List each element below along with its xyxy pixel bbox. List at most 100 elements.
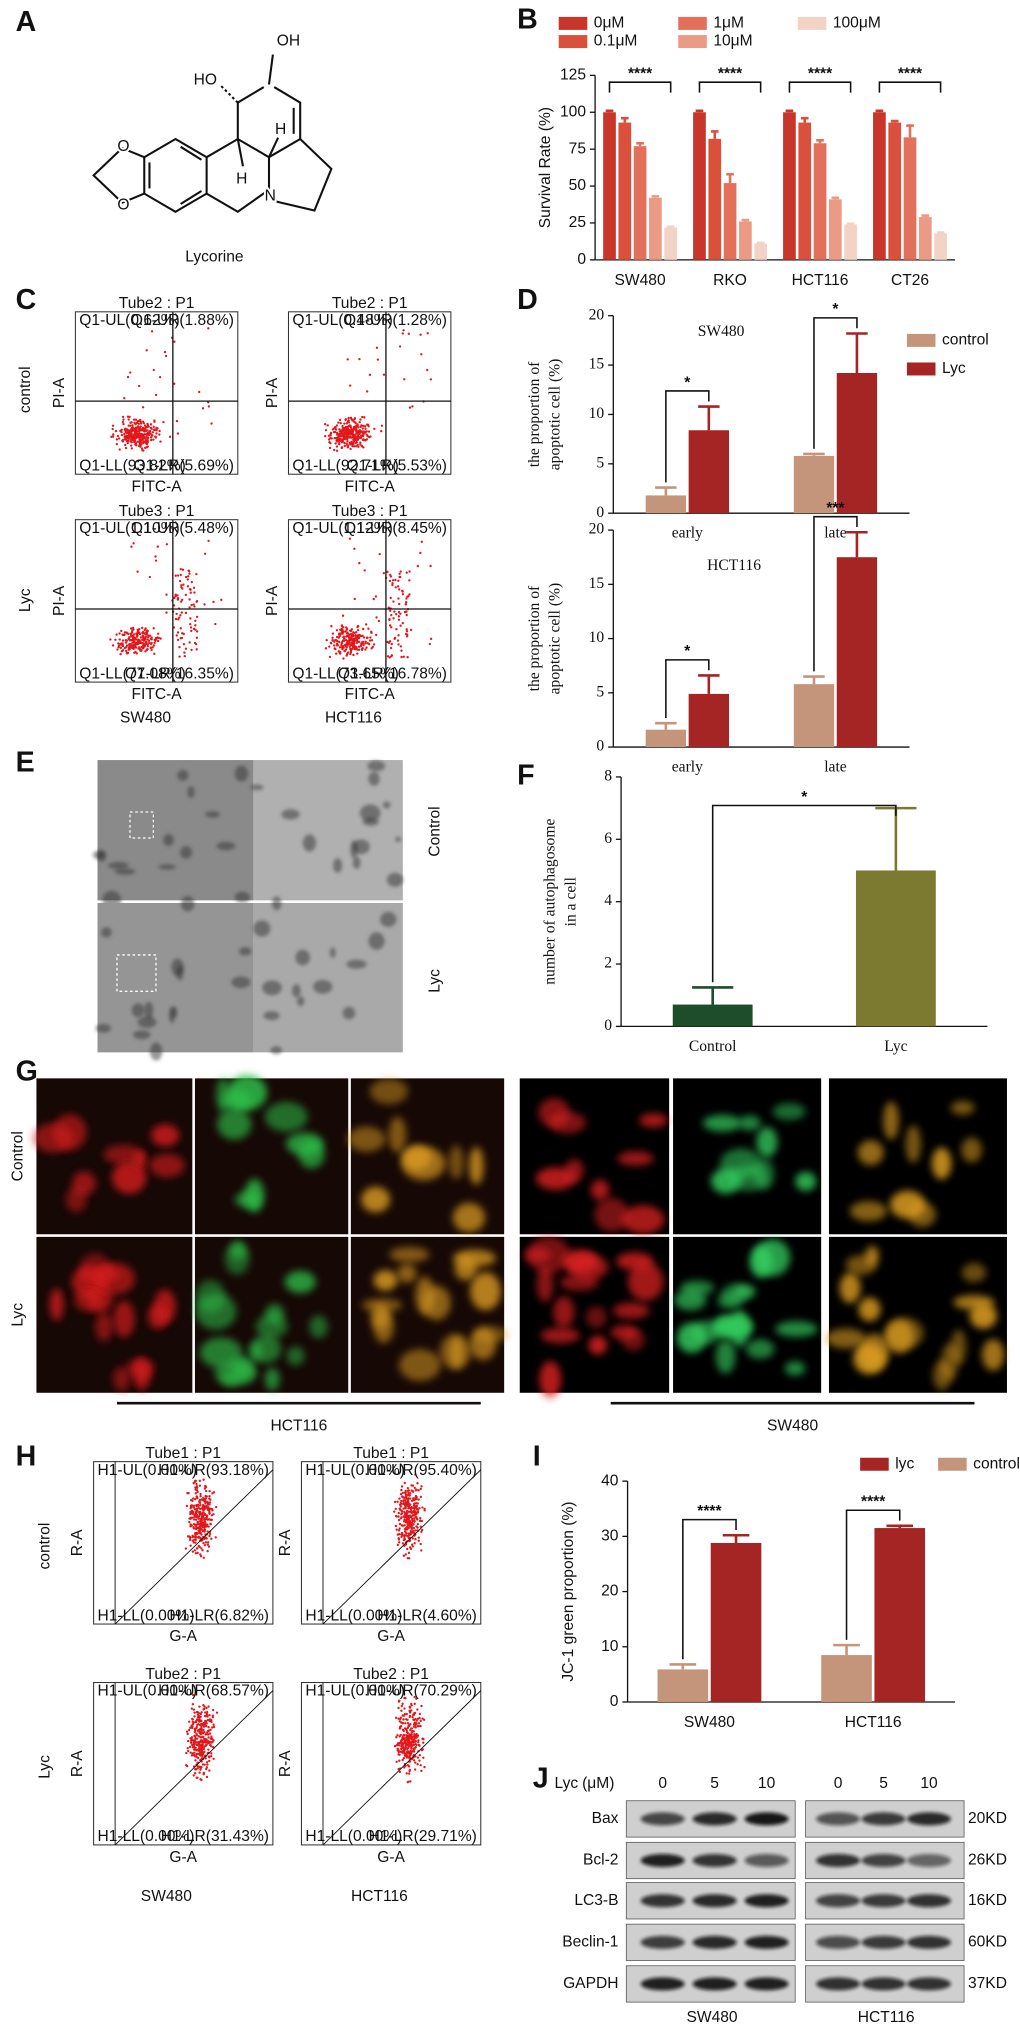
cell-event — [401, 1524, 404, 1527]
cell-event — [200, 1749, 203, 1752]
legend-swatch — [906, 362, 936, 376]
cell-event — [415, 1733, 418, 1737]
cell-event — [118, 632, 121, 635]
cell-event — [176, 631, 180, 634]
organelle — [114, 868, 136, 875]
band — [640, 1812, 685, 1826]
cell-event — [413, 1486, 416, 1490]
bar — [693, 112, 706, 260]
quadrant-label: H1-UR(68.57%) — [158, 1683, 269, 1700]
cell-event — [156, 639, 160, 643]
bar — [828, 199, 842, 260]
cell-event — [345, 628, 348, 631]
cell-event — [127, 632, 130, 636]
cell-event — [422, 1741, 425, 1744]
cell-event — [362, 446, 365, 449]
cell-signal — [149, 1153, 185, 1178]
cell-event — [193, 1549, 196, 1552]
cell-event — [187, 1749, 190, 1753]
cell-event — [203, 1544, 207, 1547]
cell-event — [398, 1532, 401, 1536]
organelle — [181, 896, 195, 912]
cell-event — [392, 600, 395, 603]
cell-event — [206, 1501, 209, 1504]
cell-event — [410, 1746, 413, 1749]
cell-event — [412, 1497, 415, 1500]
cell-event — [365, 636, 369, 639]
quadrant-label: H1-UR(93.18%) — [158, 1462, 269, 1479]
legend-label: lyc — [895, 1455, 914, 1472]
cell-event — [134, 437, 137, 440]
cell-event — [193, 1711, 196, 1714]
cell-event — [408, 1772, 411, 1775]
cell-event — [350, 428, 353, 431]
axis-label: FITC-A — [132, 686, 183, 703]
cell-event — [195, 572, 198, 576]
cell-event — [195, 1526, 199, 1529]
cell-signal — [859, 1333, 890, 1371]
cell-event — [196, 1509, 199, 1512]
quadrant-label: Q1-UR(1.28%) — [344, 312, 447, 329]
cell-event — [192, 1541, 195, 1544]
cell-event — [369, 435, 372, 438]
cell-event — [204, 1711, 207, 1714]
cell-event — [351, 444, 354, 448]
cell-event — [195, 615, 199, 619]
cell-event — [193, 1730, 196, 1734]
cell-event — [202, 1722, 206, 1725]
cell-event — [343, 649, 346, 653]
cell-event — [187, 1739, 190, 1743]
cell-event — [413, 1702, 416, 1705]
cell-event — [193, 1734, 196, 1738]
cell-event — [414, 1494, 418, 1498]
cell-event — [198, 1532, 201, 1535]
cell-event — [408, 1533, 411, 1537]
quadrant-label: H1-UR(70.29%) — [366, 1683, 477, 1700]
cell-event — [407, 1765, 411, 1768]
cell-event — [356, 652, 359, 655]
organelle — [234, 765, 249, 782]
dose-label: 5 — [879, 1775, 888, 1792]
error-bar — [816, 138, 824, 144]
cell-event — [411, 1740, 415, 1743]
cell-event — [359, 418, 362, 421]
cell-event — [404, 1722, 407, 1725]
cell-event — [357, 648, 361, 651]
cell-event — [380, 430, 383, 433]
band — [640, 1854, 685, 1867]
axis-label: R-A — [69, 1750, 86, 1777]
cell-signal — [224, 1242, 250, 1275]
cell-event — [112, 433, 115, 436]
y-tick-label: 20 — [589, 306, 605, 323]
cell-event — [196, 1767, 199, 1770]
cell-signal — [857, 1140, 884, 1166]
cell-event — [331, 632, 335, 635]
cell-event — [398, 1507, 401, 1510]
cell-event — [415, 1488, 418, 1491]
cell-event — [133, 651, 136, 654]
significance-label: * — [684, 374, 691, 391]
cell-event — [115, 633, 118, 636]
organelle — [158, 864, 176, 870]
cell-event — [399, 612, 402, 615]
cell-event — [192, 1535, 196, 1538]
cell-event — [375, 616, 378, 619]
cell-event — [405, 1514, 408, 1517]
cell-event — [411, 1484, 415, 1487]
cell-event — [365, 423, 369, 426]
legend-swatch — [906, 333, 936, 347]
cell-event — [414, 1473, 417, 1476]
cell-signal — [885, 1320, 914, 1354]
chart-title: SW480 — [698, 323, 745, 340]
cell-event — [199, 1753, 202, 1756]
cell-event — [186, 585, 190, 588]
cell-signal — [286, 1346, 305, 1366]
cell-event — [406, 1498, 410, 1501]
cell-event — [353, 597, 356, 601]
cell-event — [195, 1710, 199, 1714]
cell-event — [402, 329, 405, 332]
cell-event — [357, 640, 361, 643]
significance-label: * — [832, 301, 839, 318]
cell-event — [390, 626, 393, 629]
cell-event — [348, 429, 351, 432]
